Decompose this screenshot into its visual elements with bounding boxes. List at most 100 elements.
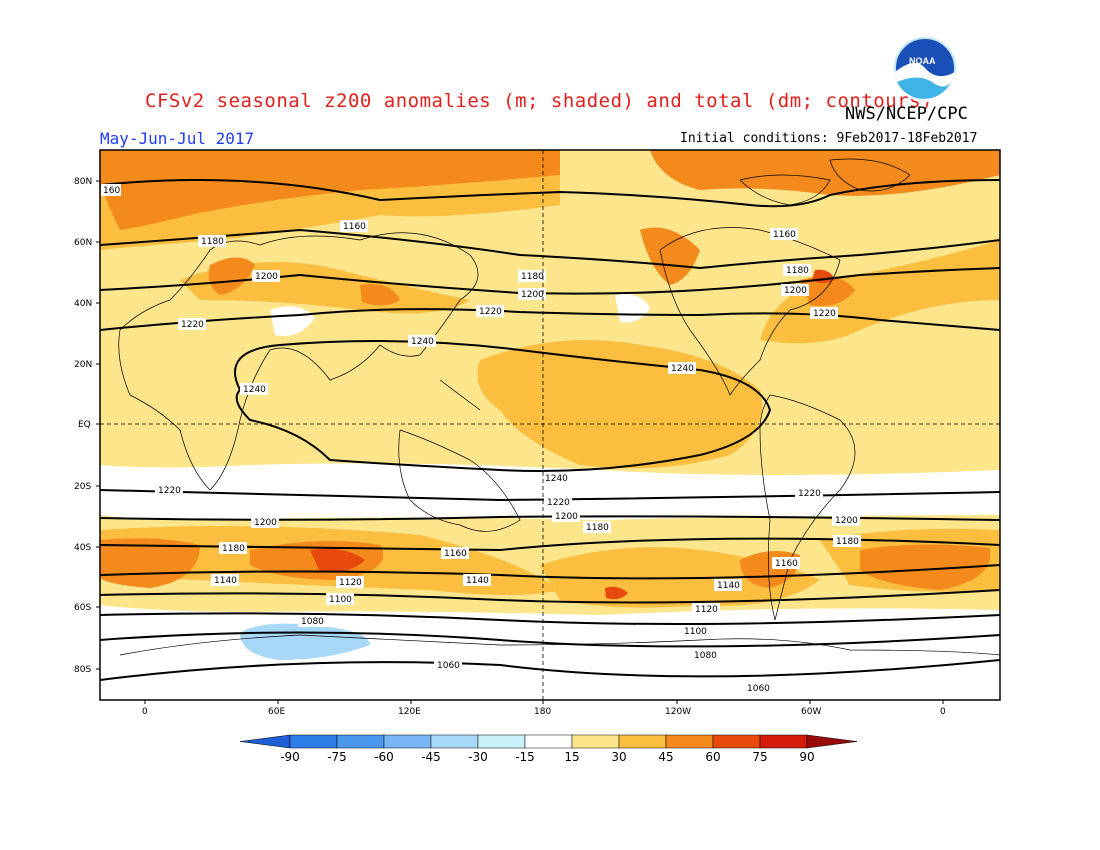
colorbar-tick-label: -75 bbox=[327, 750, 347, 764]
lon-label: 180 bbox=[534, 707, 551, 717]
lat-label: 60N bbox=[74, 238, 92, 248]
colorbar-tick-label: 45 bbox=[658, 750, 673, 764]
colorbar-segment bbox=[239, 734, 291, 749]
contour-line bbox=[100, 589, 1000, 604]
contour-line bbox=[100, 179, 1000, 208]
height-contours bbox=[100, 179, 1000, 681]
contour-label: 1200 bbox=[521, 290, 544, 300]
contour-label: 1160 bbox=[775, 559, 798, 569]
contour-label: 1200 bbox=[555, 512, 578, 522]
agency-label: NWS/NCEP/CPC bbox=[845, 104, 968, 124]
colorbar-segment bbox=[524, 734, 573, 749]
contour-label: 1240 bbox=[243, 385, 266, 395]
lat-label: 20N bbox=[74, 360, 92, 370]
lon-axis: 0 60E 120E 180 120W 60W 0 bbox=[142, 700, 946, 717]
contour-line bbox=[100, 228, 1000, 270]
colorbar-tick-label: 90 bbox=[799, 750, 814, 764]
lon-label: 0 bbox=[142, 707, 148, 717]
contour-label: 1240 bbox=[671, 364, 694, 374]
lon-label: 120E bbox=[398, 707, 421, 717]
contour-label: 160 bbox=[103, 186, 120, 196]
contour-line bbox=[100, 515, 1000, 521]
lon-label: 120W bbox=[665, 707, 691, 717]
initial-conditions-label: Initial conditions: 9Feb2017-18Feb2017 bbox=[680, 131, 978, 146]
contour-label: 1200 bbox=[255, 272, 278, 282]
colorbar-tick-label: 15 bbox=[564, 750, 579, 764]
period-label: May-Jun-Jul 2017 bbox=[100, 129, 255, 148]
contour-line bbox=[100, 489, 1000, 502]
colorbar-tick-label: 60 bbox=[705, 750, 720, 764]
contour-line bbox=[100, 659, 1000, 681]
colorbar-segment bbox=[806, 734, 858, 749]
colorbar-tick-label: -15 bbox=[515, 750, 535, 764]
contour-label: 1220 bbox=[181, 320, 204, 330]
chart-title: CFSv2 seasonal z200 anomalies (m; shaded… bbox=[145, 90, 933, 112]
colorbar: -90 -75 -60 -45 -30 -15 15 30 45 60 75 90 bbox=[239, 734, 858, 764]
contour-label: 1180 bbox=[222, 544, 245, 554]
colorbar-segment bbox=[430, 734, 479, 749]
lat-label: 20S bbox=[74, 482, 91, 492]
noaa-logo: NOAA bbox=[894, 37, 956, 102]
colorbar-tick-label: -30 bbox=[468, 750, 488, 764]
contour-label: 1140 bbox=[717, 581, 740, 591]
colorbar-tick-label: -45 bbox=[421, 750, 441, 764]
colorbar-segment bbox=[336, 734, 385, 749]
colorbar-segment bbox=[571, 734, 620, 749]
contour-label: 1060 bbox=[747, 684, 770, 694]
contour-label: 1160 bbox=[444, 549, 467, 559]
colorbar-segment bbox=[665, 734, 714, 749]
contour-label: 1180 bbox=[586, 523, 609, 533]
lon-label: 60W bbox=[801, 707, 821, 717]
contour-line bbox=[100, 308, 1000, 331]
lat-label: 60S bbox=[74, 603, 91, 613]
contour-label: 1140 bbox=[214, 576, 237, 586]
contour-label: 1220 bbox=[479, 307, 502, 317]
anomaly-shading bbox=[100, 150, 1000, 700]
contour-label: 1180 bbox=[201, 237, 224, 247]
contour-label: 1200 bbox=[784, 286, 807, 296]
contour-line bbox=[100, 564, 1000, 580]
lon-label: 0 bbox=[940, 707, 946, 717]
contour-label: 1220 bbox=[798, 489, 821, 499]
map-frame bbox=[99, 149, 1001, 701]
coastlines bbox=[118, 158, 1000, 656]
contour-label: 1140 bbox=[466, 576, 489, 586]
lat-label: 40S bbox=[74, 543, 91, 553]
lat-label: 80S bbox=[74, 665, 91, 675]
contour-label: 1220 bbox=[547, 498, 570, 508]
contour-label: 1240 bbox=[545, 474, 568, 484]
lat-label: 80N bbox=[74, 177, 92, 187]
contour-label: 1180 bbox=[521, 272, 544, 282]
contour-label: 1180 bbox=[786, 266, 809, 276]
lat-label: 40N bbox=[74, 299, 92, 309]
colorbar-segment bbox=[618, 734, 667, 749]
colorbar-segment bbox=[383, 734, 432, 749]
contour-line bbox=[234, 340, 772, 472]
logo-text: NOAA bbox=[909, 56, 936, 66]
contour-label: 1120 bbox=[695, 605, 718, 615]
contour-label: 1220 bbox=[813, 309, 836, 319]
contour-line bbox=[100, 612, 1000, 625]
lat-label: EQ bbox=[78, 420, 91, 430]
contour-label: 1100 bbox=[684, 627, 707, 637]
colorbar-segment bbox=[289, 734, 338, 749]
colorbar-tick-label: 30 bbox=[611, 750, 626, 764]
contour-label: 1100 bbox=[329, 595, 352, 605]
contour-label: 1080 bbox=[694, 651, 717, 661]
contour-label: 1200 bbox=[835, 516, 858, 526]
contour-label: 1080 bbox=[301, 617, 324, 627]
colorbar-segment bbox=[759, 734, 808, 749]
contour-label: 1220 bbox=[158, 486, 181, 496]
colorbar-tick-label: -60 bbox=[374, 750, 394, 764]
lat-axis: 80N 60N 40N 20N EQ 20S 40S 60S 80S bbox=[74, 177, 100, 675]
contour-label: 1060 bbox=[437, 661, 460, 671]
contour-label: 1120 bbox=[339, 578, 362, 588]
contour-label: 1200 bbox=[254, 518, 277, 528]
contour-label: 1160 bbox=[343, 222, 366, 232]
contour-line bbox=[100, 631, 1000, 648]
colorbar-segment bbox=[477, 734, 526, 749]
contour-label: 1160 bbox=[773, 230, 796, 240]
contour-labels: 1160 1180 1200 1220 1240 1180 1200 1220 … bbox=[101, 184, 861, 694]
colorbar-segment bbox=[712, 734, 761, 749]
